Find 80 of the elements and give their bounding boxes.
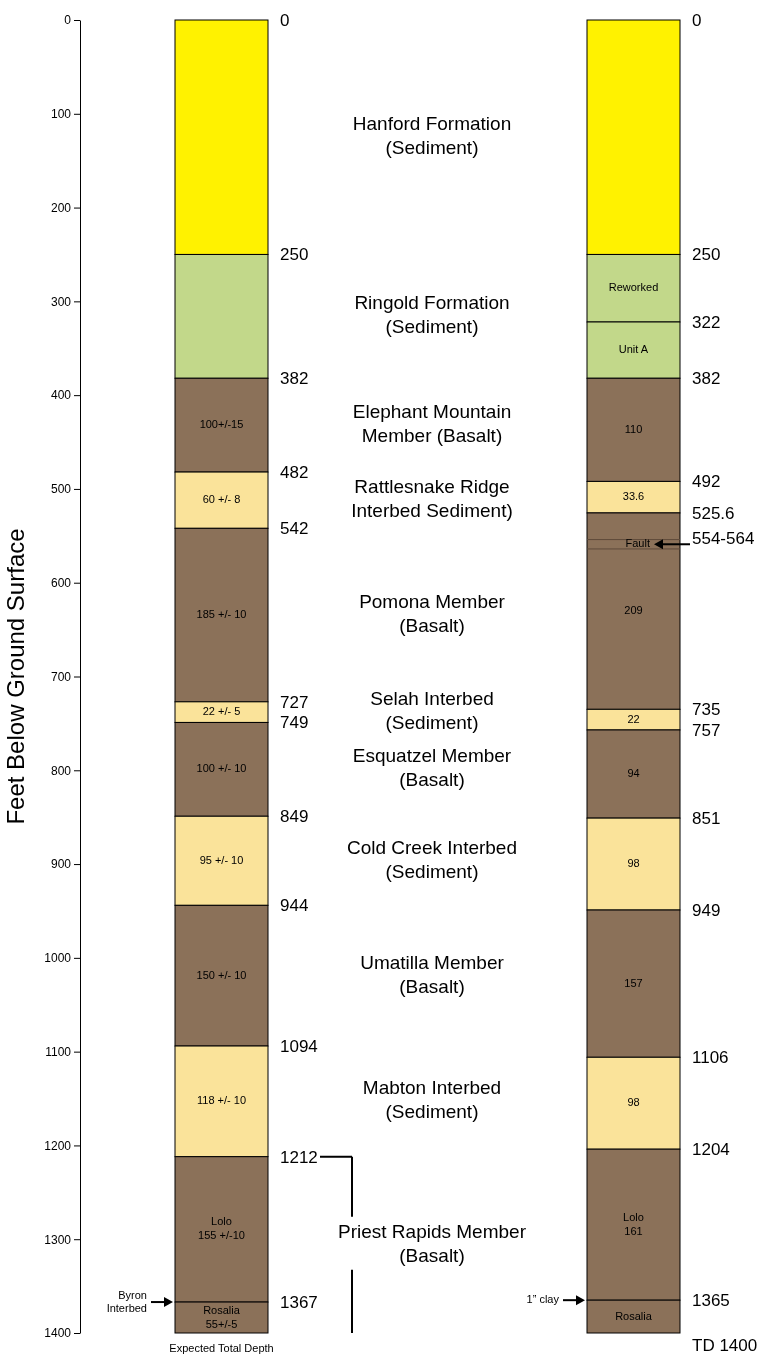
data-label: Lolo 161 xyxy=(623,1210,644,1237)
y-tick-label: 0 xyxy=(64,13,72,28)
text: Cold Creek Interbed (Sediment) xyxy=(346,836,518,882)
y2-tick-label: 542 xyxy=(280,519,309,539)
text: Mabton Interbed (Sediment) xyxy=(362,1077,502,1123)
y2-tick-label: 482 xyxy=(280,462,309,482)
y2-tick-label: 944 xyxy=(280,896,309,916)
data-label: 100+/-15 xyxy=(199,418,244,431)
y-tick-label: 322 xyxy=(692,312,721,332)
y2-tick-label: 250 xyxy=(280,245,309,265)
y-tick-label: 1000 xyxy=(44,951,72,966)
text: Priest Rapids Member (Basalt) xyxy=(338,1220,527,1266)
annotation: Fault xyxy=(625,537,650,550)
y-tick-label: 1204 xyxy=(692,1140,730,1160)
y-tick-label: 250 xyxy=(692,245,721,265)
text: TD 1400 xyxy=(692,1336,758,1356)
text: 1” clay xyxy=(526,1293,560,1306)
data-label: 98 xyxy=(627,1096,640,1109)
data-label: 110 xyxy=(624,422,643,435)
text: Selah Interbed (Sediment) xyxy=(370,688,494,734)
data-label: 157 xyxy=(624,976,643,989)
text: Elephant Mountain Member (Basalt) xyxy=(352,401,512,447)
y-tick-label: 851 xyxy=(692,809,721,829)
y-tick-label: 1300 xyxy=(44,1232,72,1247)
data-label: Lolo 155 +/-10 xyxy=(198,1215,245,1242)
y2-tick-label: 1094 xyxy=(280,1036,318,1056)
y-tick-label: 400 xyxy=(50,388,72,403)
data-label: 22 xyxy=(627,712,640,725)
y-tick-label: 1100 xyxy=(45,1044,72,1059)
data-label: 150 +/- 10 xyxy=(196,968,247,981)
y-tick-label: 700 xyxy=(50,669,72,684)
data-label: Reworked xyxy=(608,281,659,294)
data-label: 33.6 xyxy=(622,490,645,503)
y-axis-title: Feet Below Ground Surface xyxy=(2,528,29,825)
y2-tick-label: 727 xyxy=(280,692,309,712)
y2-tick-label: 749 xyxy=(280,713,309,733)
y-tick-label: 500 xyxy=(50,482,72,497)
y-tick-label: 757 xyxy=(692,720,721,740)
y-tick-label: 0 xyxy=(692,10,702,30)
y-tick-label: 1106 xyxy=(692,1048,729,1068)
data-label: 98 xyxy=(627,856,640,869)
y-tick-label: 1400 xyxy=(44,1326,72,1341)
ref-line-label: 554-564 xyxy=(692,529,755,549)
y2-tick-label: 0 xyxy=(280,10,290,30)
y2-tick-label: 849 xyxy=(280,807,309,827)
y2-tick-label: 1212 xyxy=(280,1147,318,1167)
data-label: 185 +/- 10 xyxy=(196,607,247,620)
y-tick-label: 1365 xyxy=(692,1291,730,1311)
data-label: Rosalia 55+/-5 xyxy=(203,1303,241,1330)
y2-tick-label: 382 xyxy=(280,369,309,389)
text: Pomona Member (Basalt) xyxy=(359,591,506,637)
y-tick-label: 900 xyxy=(50,857,72,872)
y-tick-label: 800 xyxy=(50,763,72,778)
y-tick-label: 525.6 xyxy=(692,503,735,523)
y-tick-label: 600 xyxy=(50,576,72,591)
y-tick-label: 100 xyxy=(50,107,72,122)
text: Expected Total Depth xyxy=(169,1341,274,1354)
y-tick-label: 382 xyxy=(692,369,721,389)
y-tick-label: 300 xyxy=(50,294,72,309)
data-label: 118 +/- 10 xyxy=(196,1094,247,1107)
data-label: 22 +/- 5 xyxy=(202,705,241,718)
y-tick-label: 492 xyxy=(692,472,721,492)
text: Hanford Formation (Sediment) xyxy=(352,113,512,159)
data-label: 95 +/- 10 xyxy=(199,853,244,866)
data-label: 209 xyxy=(624,604,643,617)
y-tick-label: 1200 xyxy=(44,1138,72,1153)
data-label: 94 xyxy=(627,766,640,779)
data-label: 100 +/- 10 xyxy=(196,762,247,775)
text: Umatilla Member (Basalt) xyxy=(360,951,505,997)
text: Rattlesnake Ridge Interbed Sediment) xyxy=(351,476,513,522)
data-label: Unit A xyxy=(618,343,649,356)
text: Ringold Formation (Sediment) xyxy=(354,292,510,338)
data-label: 60 +/- 8 xyxy=(202,493,241,506)
text: Esquatzel Member (Basalt) xyxy=(352,745,512,791)
y-tick-label: 949 xyxy=(692,900,721,920)
text: Byron Interbed xyxy=(106,1288,147,1314)
y-tick-label: 200 xyxy=(50,200,72,215)
y2-tick-label: 1367 xyxy=(280,1292,318,1312)
data-label: Rosalia xyxy=(615,1309,653,1322)
y-tick-label: 735 xyxy=(692,700,721,720)
